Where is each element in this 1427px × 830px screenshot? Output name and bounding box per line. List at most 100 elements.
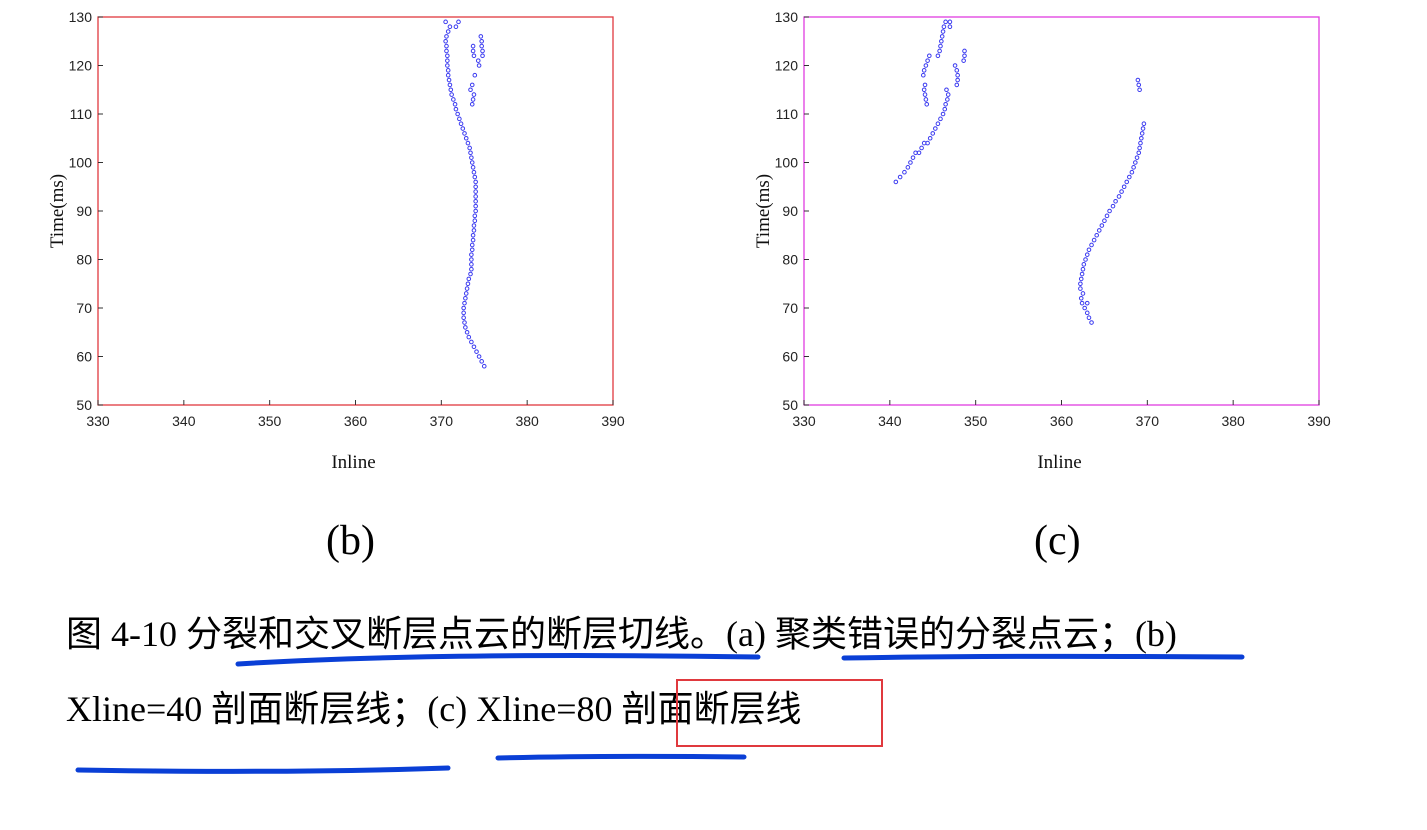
- data-point: [447, 82, 453, 88]
- y-tick-label: 100: [69, 155, 93, 171]
- data-point: [464, 286, 470, 291]
- annotation-underline-1: [235, 652, 761, 667]
- x-tick-label: 350: [258, 413, 282, 429]
- data-point: [1107, 208, 1112, 214]
- data-point: [445, 68, 451, 73]
- data-point: [1091, 237, 1097, 243]
- data-point: [469, 160, 475, 165]
- data-point: [457, 116, 462, 122]
- data-point: [461, 310, 466, 316]
- data-point: [456, 19, 461, 25]
- data-point: [452, 102, 458, 107]
- data-point: [476, 354, 482, 359]
- data-point: [1127, 174, 1132, 180]
- data-point: [945, 92, 951, 97]
- panel-label-c: (c): [1034, 518, 1081, 564]
- data-point: [916, 150, 922, 156]
- data-point: [908, 160, 913, 165]
- data-point: [1119, 189, 1124, 194]
- data-point: [444, 48, 449, 54]
- data-point: [1137, 87, 1142, 93]
- data-point: [1139, 131, 1145, 136]
- data-point: [472, 213, 478, 219]
- data-point: [470, 237, 476, 243]
- data-point: [478, 34, 484, 39]
- data-point: [479, 43, 484, 49]
- data-point: [476, 63, 482, 68]
- chart-c: 330 340 350 360 370 380 390 50 60 70 80 90 100 110 120…: [753, 9, 1331, 473]
- data-point: [961, 58, 966, 63]
- data-point: [947, 24, 953, 30]
- data-point: [947, 19, 953, 25]
- y-tick-label: 60: [76, 349, 92, 365]
- data-point: [1082, 305, 1087, 311]
- data-point: [1086, 247, 1092, 253]
- data-point: [902, 169, 907, 175]
- data-point: [463, 325, 468, 330]
- data-point: [1138, 140, 1143, 146]
- data-point: [945, 97, 950, 102]
- data-point: [480, 48, 485, 54]
- data-point: [922, 82, 928, 88]
- data-point: [962, 53, 967, 59]
- data-point: [470, 232, 476, 238]
- data-point: [954, 68, 960, 73]
- data-point: [1078, 281, 1083, 287]
- data-point: [469, 82, 475, 88]
- x-tick-label: 360: [344, 413, 368, 429]
- data-point: [451, 97, 456, 102]
- data-point: [935, 121, 941, 126]
- y-tick-label: 100: [775, 155, 799, 171]
- data-point: [466, 334, 472, 340]
- data-point: [473, 179, 478, 185]
- panel-label-b: (b): [326, 518, 375, 564]
- data-point: [463, 296, 468, 301]
- data-point: [471, 92, 477, 97]
- y-tick-label: 80: [782, 252, 798, 268]
- y-tick-label: 110: [776, 106, 799, 122]
- caption-boxed-text: 剖面断层线: [621, 689, 802, 729]
- x-tick-label: 360: [1050, 413, 1074, 429]
- data-point: [1089, 242, 1094, 248]
- data-point: [1083, 257, 1088, 262]
- data-point: [954, 82, 960, 88]
- x-tick-label: 330: [792, 413, 816, 429]
- data-point: [1078, 276, 1084, 282]
- data-point: [1136, 82, 1142, 88]
- data-point: [443, 38, 448, 44]
- data-point: [469, 266, 474, 272]
- data-point: [471, 228, 477, 233]
- data-point: [1133, 160, 1138, 165]
- data-point: [955, 77, 960, 83]
- data-point: [468, 150, 473, 156]
- data-point: [1079, 271, 1085, 277]
- x-tick-label: 370: [1136, 413, 1160, 429]
- data-point: [910, 155, 916, 160]
- data-point: [1080, 266, 1086, 272]
- x-tick-label: 340: [172, 413, 196, 429]
- data-point: [465, 140, 471, 146]
- data-point: [923, 97, 929, 102]
- y-tick-label: 70: [76, 300, 92, 316]
- data-point: [941, 24, 947, 30]
- x-tick-label: 330: [86, 413, 110, 429]
- data-point: [469, 252, 474, 257]
- data-point: [933, 126, 938, 131]
- annotation-underline-2: [841, 653, 1245, 661]
- data-point: [469, 102, 475, 107]
- y-tick-label: 120: [775, 58, 799, 74]
- data-point: [924, 102, 930, 107]
- data-point: [480, 53, 485, 59]
- data-point: [923, 63, 929, 68]
- data-point: [479, 359, 484, 364]
- data-point: [466, 276, 472, 282]
- data-point: [1137, 145, 1142, 151]
- data-point: [469, 339, 474, 345]
- x-tick-label: 390: [601, 413, 625, 429]
- annotation-underline-3: [75, 765, 451, 774]
- y-tick-label: 50: [782, 397, 798, 413]
- data-point: [448, 87, 454, 93]
- data-point: [460, 126, 466, 131]
- data-point: [1131, 165, 1136, 170]
- data-point: [1078, 296, 1084, 301]
